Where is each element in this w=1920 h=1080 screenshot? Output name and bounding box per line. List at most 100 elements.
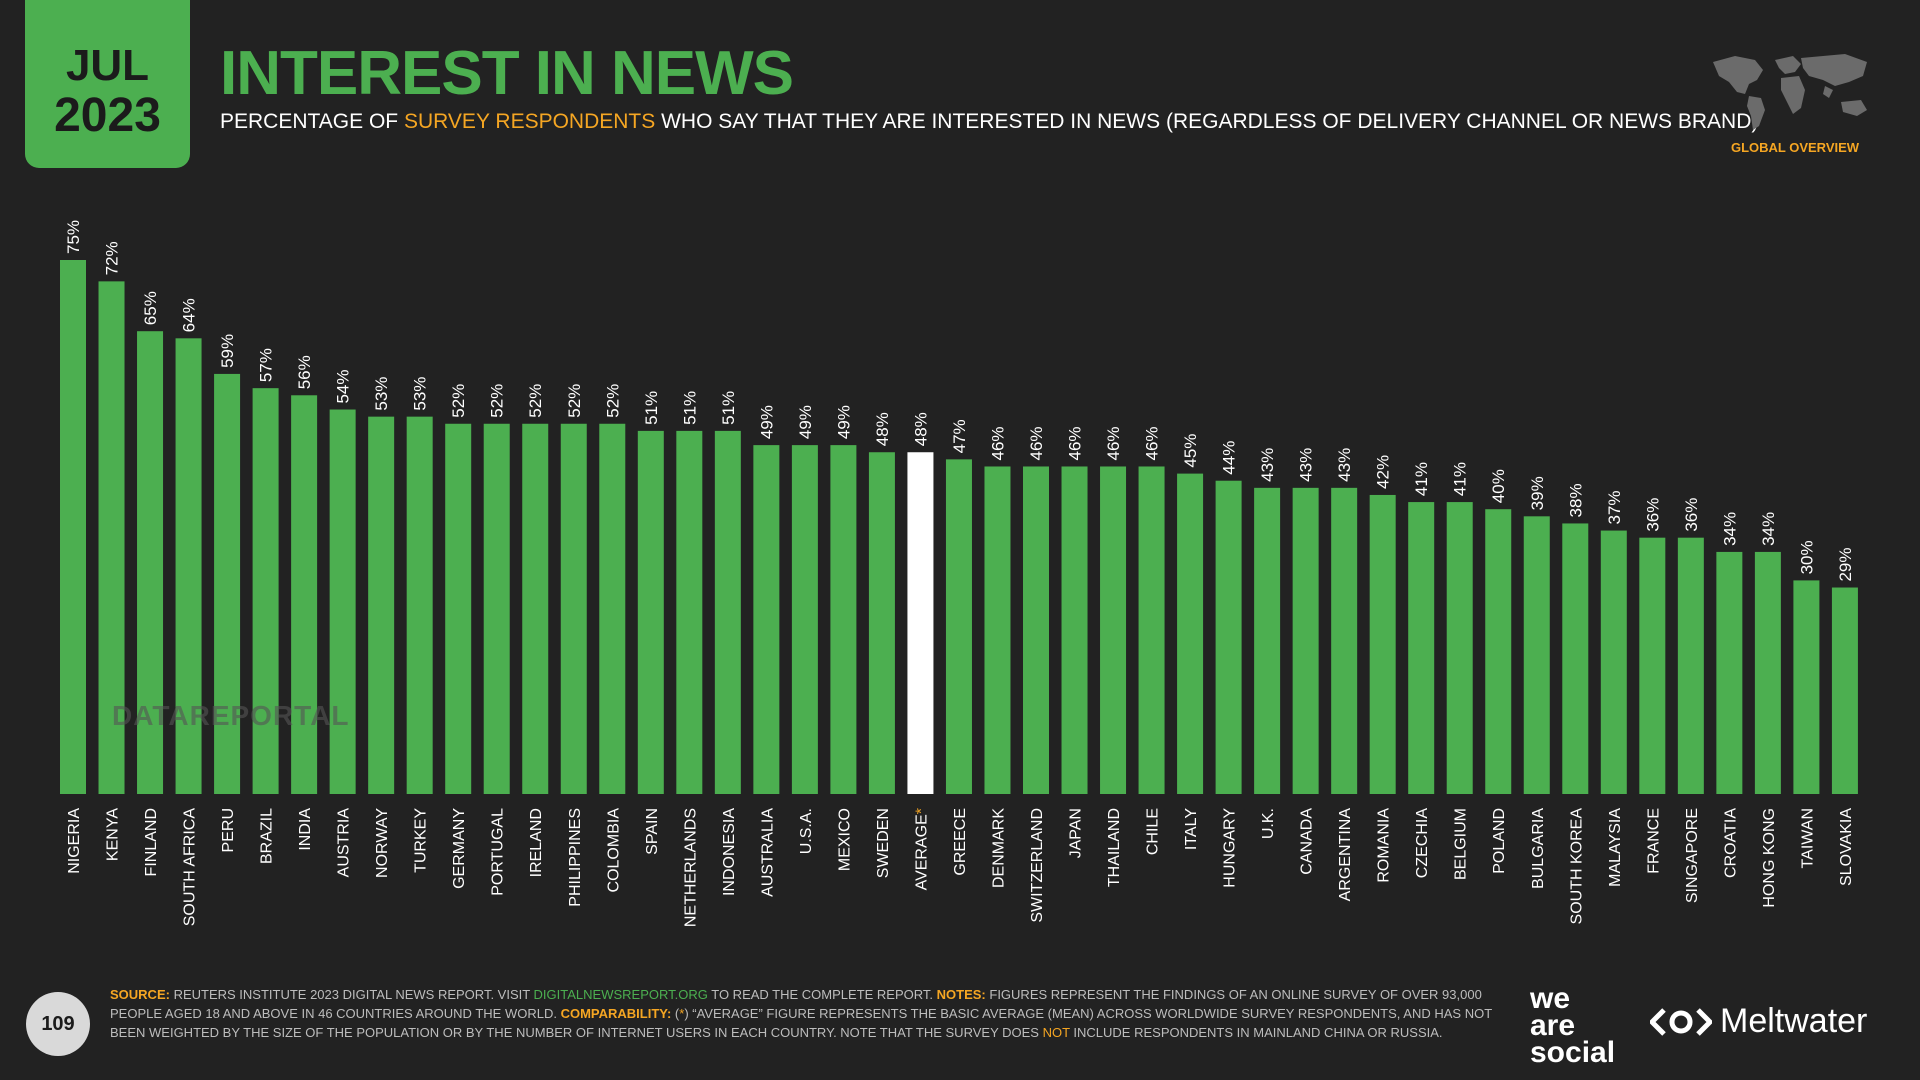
category-label: SWEDEN bbox=[875, 808, 892, 878]
we-are-social-word-3: social bbox=[1530, 1036, 1616, 1069]
category-label: IRELAND bbox=[528, 808, 545, 877]
category-label: ROMANIA bbox=[1376, 808, 1393, 883]
category-label: SINGAPORE bbox=[1684, 808, 1701, 903]
comparability-text: ) “AVERAGE” FIGURE REPRESENTS THE BASIC … bbox=[110, 1006, 1492, 1040]
value-label: 48% bbox=[911, 412, 930, 446]
category-label: SOUTH KOREA bbox=[1568, 808, 1585, 925]
bar-portugal bbox=[483, 423, 510, 794]
source-label: SOURCE: bbox=[110, 987, 170, 1002]
category-label: FINLAND bbox=[143, 808, 160, 876]
we-are-social-word-1: we bbox=[1530, 982, 1571, 1015]
value-label: 65% bbox=[141, 291, 160, 325]
category-label: ITALY bbox=[1183, 808, 1200, 850]
value-label: 46% bbox=[1143, 426, 1162, 460]
value-label: 46% bbox=[988, 426, 1007, 460]
bar-denmark bbox=[984, 466, 1011, 794]
value-label: 51% bbox=[719, 391, 738, 425]
comparability-tail: INCLUDE RESPONDENTS IN MAINLAND CHINA OR… bbox=[1069, 1025, 1443, 1040]
comparability-star: * bbox=[679, 1006, 685, 1021]
category-label: DENMARK bbox=[990, 808, 1007, 888]
bar-czechia bbox=[1408, 502, 1435, 794]
bar-romania bbox=[1369, 494, 1396, 794]
category-label: PERU bbox=[220, 808, 237, 852]
value-label: 46% bbox=[1066, 426, 1085, 460]
category-label: CZECHIA bbox=[1414, 808, 1431, 879]
notes-text: FIGURES REPRESENT THE FINDINGS OF AN ONL… bbox=[110, 987, 1482, 1021]
value-label: 64% bbox=[180, 298, 199, 332]
category-label: BULGARIA bbox=[1530, 808, 1547, 889]
bar-chile bbox=[1138, 466, 1165, 794]
bar-japan bbox=[1061, 466, 1088, 794]
category-label: NETHERLANDS bbox=[682, 808, 699, 927]
bar-spain bbox=[637, 430, 664, 794]
subtitle-pre: PERCENTAGE OF bbox=[220, 110, 404, 133]
value-label: 75% bbox=[64, 220, 83, 254]
value-label: 36% bbox=[1643, 498, 1662, 532]
category-label: NIGERIA bbox=[66, 808, 83, 874]
category-label: CANADA bbox=[1299, 808, 1316, 875]
category-label: BELGIUM bbox=[1453, 808, 1470, 880]
bar-turkey bbox=[406, 416, 433, 794]
category-label: U.K. bbox=[1260, 808, 1277, 839]
value-label: 34% bbox=[1759, 512, 1778, 546]
datareportal-watermark: DATAREPORTAL bbox=[112, 700, 350, 731]
bar-colombia bbox=[599, 423, 626, 794]
category-label: SLOVAKIA bbox=[1838, 808, 1855, 886]
bar-hong-kong bbox=[1754, 551, 1781, 794]
bar-indonesia bbox=[714, 430, 741, 794]
date-month: JUL bbox=[65, 41, 150, 90]
category-label: NORWAY bbox=[374, 808, 391, 878]
category-label: JAPAN bbox=[1068, 808, 1085, 858]
bar-south-africa bbox=[175, 338, 202, 794]
bar-average bbox=[907, 452, 934, 794]
world-map-icon bbox=[1713, 54, 1867, 130]
bar-south-korea bbox=[1562, 523, 1589, 794]
value-label: 53% bbox=[411, 377, 430, 411]
category-label: SWITZERLAND bbox=[1029, 808, 1046, 923]
value-label: 43% bbox=[1297, 448, 1316, 482]
value-label: 41% bbox=[1412, 462, 1431, 496]
value-label: 37% bbox=[1605, 491, 1624, 525]
category-label: AUSTRIA bbox=[336, 808, 353, 878]
we-are-social-logo: we are social bbox=[1530, 982, 1616, 1069]
value-label: 52% bbox=[488, 384, 507, 418]
bar-philippines bbox=[560, 423, 587, 794]
footer-notes: SOURCE: REUTERS INSTITUTE 2023 DIGITAL N… bbox=[110, 985, 1500, 1042]
bar-australia bbox=[753, 445, 780, 794]
comparability-pre: ( bbox=[671, 1006, 680, 1021]
bar-argentina bbox=[1331, 487, 1358, 794]
value-label: 51% bbox=[680, 391, 699, 425]
value-label: 49% bbox=[757, 405, 776, 439]
value-label: 43% bbox=[1258, 448, 1277, 482]
bar-germany bbox=[445, 423, 472, 794]
bar-switzerland bbox=[1023, 466, 1049, 794]
category-label: INDIA bbox=[297, 808, 314, 851]
date-year: 2023 bbox=[54, 89, 161, 142]
bar-poland bbox=[1485, 509, 1512, 794]
bar-france bbox=[1639, 537, 1666, 794]
category-label: GREECE bbox=[952, 808, 969, 876]
bar-sweden bbox=[868, 452, 895, 794]
bar-finland bbox=[137, 331, 164, 794]
value-label: 57% bbox=[257, 348, 276, 382]
value-label: 51% bbox=[642, 391, 661, 425]
value-label: 46% bbox=[1027, 426, 1046, 460]
page-title: INTEREST IN NEWS bbox=[220, 39, 794, 108]
value-label: 38% bbox=[1566, 483, 1585, 517]
comparability-label: COMPARABILITY: bbox=[560, 1006, 672, 1021]
source-link[interactable]: DIGITALNEWSREPORT.ORG bbox=[533, 987, 708, 1002]
value-label: 36% bbox=[1682, 498, 1701, 532]
value-label: 52% bbox=[526, 384, 545, 418]
value-label: 40% bbox=[1489, 469, 1508, 503]
bar-slovakia bbox=[1831, 587, 1858, 794]
category-label: INDONESIA bbox=[721, 808, 738, 896]
source-tail: TO READ THE COMPLETE REPORT. bbox=[707, 987, 937, 1002]
meltwater-name: Meltwater bbox=[1720, 1002, 1868, 1040]
bar-singapore bbox=[1677, 537, 1704, 794]
bar-peru bbox=[214, 373, 241, 794]
bar-india bbox=[291, 395, 318, 794]
subtitle-post: WHO SAY THAT THEY ARE INTERESTED IN NEWS… bbox=[655, 110, 1759, 133]
category-label: COLOMBIA bbox=[605, 808, 622, 893]
value-label: 52% bbox=[603, 384, 622, 418]
value-label: 54% bbox=[334, 369, 353, 403]
